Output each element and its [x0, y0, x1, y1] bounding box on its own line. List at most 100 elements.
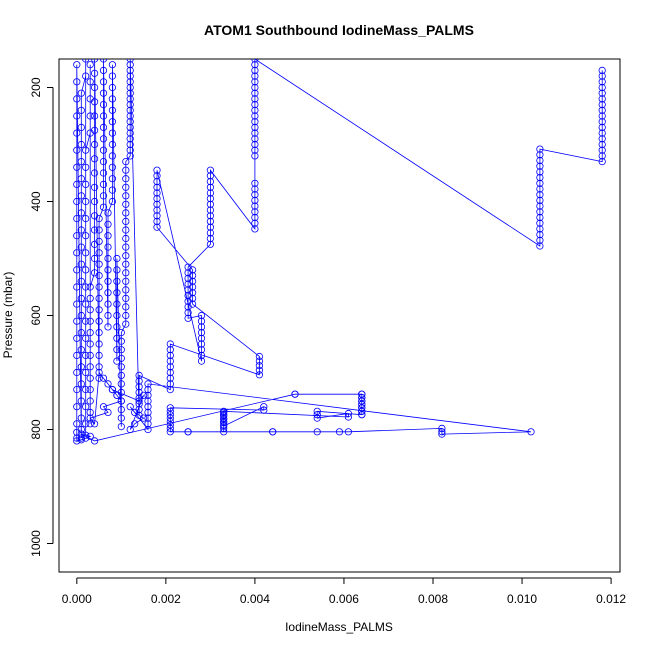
data-point — [126, 89, 134, 97]
data-point — [73, 334, 81, 342]
data-point — [77, 158, 85, 166]
data-point — [82, 180, 90, 188]
data-point — [220, 419, 228, 427]
data-point — [104, 311, 112, 320]
data-point — [99, 135, 108, 143]
data-point — [77, 277, 85, 285]
data-point — [108, 95, 117, 103]
data-point — [126, 152, 134, 160]
data-point — [126, 101, 134, 109]
series-line — [76, 59, 603, 442]
data-point — [122, 269, 130, 277]
data-point — [206, 189, 214, 197]
data-point — [189, 266, 197, 274]
data-point — [197, 340, 206, 348]
data-point — [113, 300, 121, 308]
data-point — [255, 357, 263, 365]
data-point — [73, 434, 81, 442]
data-point — [113, 357, 121, 365]
data-point — [358, 400, 366, 408]
data-point — [82, 283, 90, 291]
data-point — [126, 95, 134, 103]
data-point — [77, 328, 85, 337]
data-point — [99, 112, 108, 120]
data-point — [117, 346, 125, 354]
data-point — [122, 286, 130, 294]
data-point — [91, 59, 99, 63]
data-point — [122, 277, 130, 285]
data-point — [117, 328, 125, 337]
data-point — [99, 66, 108, 75]
data-point — [73, 403, 81, 411]
data-point — [358, 390, 366, 398]
data-point — [104, 408, 112, 416]
data-point — [598, 112, 606, 120]
data-point — [77, 294, 85, 302]
data-point — [344, 428, 352, 436]
data-point — [91, 183, 99, 191]
data-point — [104, 277, 112, 285]
data-point — [91, 254, 99, 263]
data-point — [117, 422, 125, 431]
data-point — [166, 380, 174, 388]
data-point — [113, 289, 121, 297]
data-point — [153, 212, 161, 220]
data-point — [99, 192, 108, 200]
data-point — [117, 363, 125, 371]
x-tick-label: 0.004 — [240, 592, 270, 606]
data-point — [73, 180, 81, 188]
data-point — [86, 414, 94, 422]
data-point — [140, 391, 148, 399]
data-point — [251, 140, 259, 149]
data-point — [344, 409, 352, 418]
data-point — [260, 406, 268, 414]
data-point — [82, 351, 90, 359]
data-point — [77, 106, 85, 114]
data-point — [108, 175, 117, 183]
data-point — [166, 357, 174, 365]
x-ticks: 0.000 0.002 0.004 0.006 0.008 0.010 0.012 — [62, 578, 626, 606]
data-point — [91, 69, 99, 77]
data-point — [104, 243, 112, 251]
data-point — [144, 420, 152, 428]
data-point — [86, 294, 94, 302]
x-tick-label: 0.010 — [507, 592, 537, 606]
data-point — [113, 254, 121, 263]
data-point — [184, 428, 192, 436]
data-point — [251, 191, 259, 199]
data-point — [122, 294, 130, 302]
data-point — [260, 403, 268, 411]
data-point — [536, 162, 544, 170]
data-point — [77, 414, 85, 422]
data-point — [122, 234, 130, 243]
data-point — [77, 209, 85, 217]
data-point — [86, 129, 94, 137]
data-point — [153, 172, 161, 180]
data-point — [104, 380, 112, 388]
data-point — [86, 351, 94, 359]
data-point — [536, 208, 544, 216]
data-point — [126, 59, 134, 63]
data-point — [197, 351, 206, 359]
data-point — [91, 112, 99, 120]
data-point — [126, 135, 134, 143]
data-point — [91, 140, 99, 149]
data-point — [536, 156, 544, 165]
data-point — [73, 249, 81, 257]
data-point — [91, 420, 99, 428]
data-point — [166, 411, 174, 419]
data-point — [73, 129, 81, 137]
y-tick-label: 600 — [29, 305, 43, 325]
data-point — [536, 202, 544, 210]
data-point — [99, 403, 108, 411]
data-point — [153, 166, 161, 174]
data-point — [189, 277, 197, 285]
plot-frame — [58, 58, 621, 573]
data-point — [91, 269, 99, 277]
data-point — [251, 89, 259, 97]
x-tick-label: 0.002 — [151, 592, 181, 606]
data-point — [126, 83, 134, 92]
data-point — [166, 368, 174, 377]
data-point — [251, 146, 259, 154]
